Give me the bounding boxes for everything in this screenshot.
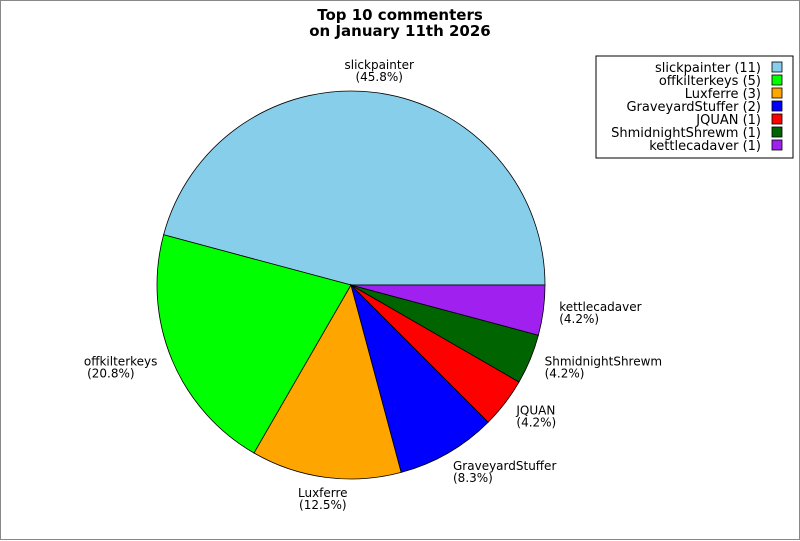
legend-entry-label: Luxferre (3) [685, 87, 761, 102]
slice-label-name: kettlecadaver [559, 300, 641, 314]
legend-swatch [771, 100, 783, 112]
slice-label-name: Luxferre [298, 486, 348, 500]
legend-entry-label: JQUAN (1) [695, 113, 761, 128]
pie-slice-kettlecadaver [350, 284, 546, 336]
legend-swatch [771, 139, 783, 151]
pie-slice-luxferre [253, 283, 402, 480]
slice-label-name: offkilterkeys [84, 355, 158, 369]
slice-label-percent: (4.2%) [545, 367, 585, 381]
legend-box [595, 55, 794, 159]
slice-label-percent: (12.5%) [299, 498, 346, 512]
pie-slice-offkilterkeys [156, 234, 352, 454]
slice-label-percent: (8.3%) [453, 471, 493, 485]
slice-label-name: ShmidnightShrewm [545, 355, 663, 369]
legend-swatch [771, 87, 783, 99]
legend-swatch [771, 113, 783, 125]
chart-title-line-2: on January 11th 2026 [309, 22, 490, 40]
slice-label-percent: (20.8%) [87, 367, 134, 381]
pie-slices [156, 90, 546, 480]
slice-label-percent: (4.2%) [516, 416, 556, 430]
pie-slice-graveyardstuffer [350, 283, 489, 473]
legend-swatch [771, 126, 783, 138]
slice-label-name: slickpainter [344, 58, 413, 72]
slice-label-percent: (45.8%) [355, 70, 402, 84]
legend-swatch [771, 61, 783, 73]
slice-label-name: GraveyardStuffer [453, 459, 556, 473]
pie-slice-slickpainter [163, 90, 546, 286]
chart-title-line-1: Top 10 commenters [317, 6, 483, 24]
slice-label-name: JQUAN [515, 404, 555, 418]
slice-labels: slickpainter(45.8%) offkilterkeys(20.8%) L… [84, 58, 662, 512]
legend-entry-label: GraveyardStuffer (2) [626, 100, 761, 115]
legend-entry-label: ShmidnightShrewm (1) [611, 126, 761, 141]
legend: slickpainter (11)offkilterkeys (5)Luxfer… [595, 55, 794, 159]
slice-label-percent: (4.2%) [559, 312, 599, 326]
legend-entry-label: kettlecadaver (1) [649, 139, 761, 154]
legend-swatch [771, 74, 783, 86]
legend-entry-label: offkilterkeys (5) [659, 74, 761, 89]
legend-entry-label: slickpainter (11) [655, 61, 761, 76]
